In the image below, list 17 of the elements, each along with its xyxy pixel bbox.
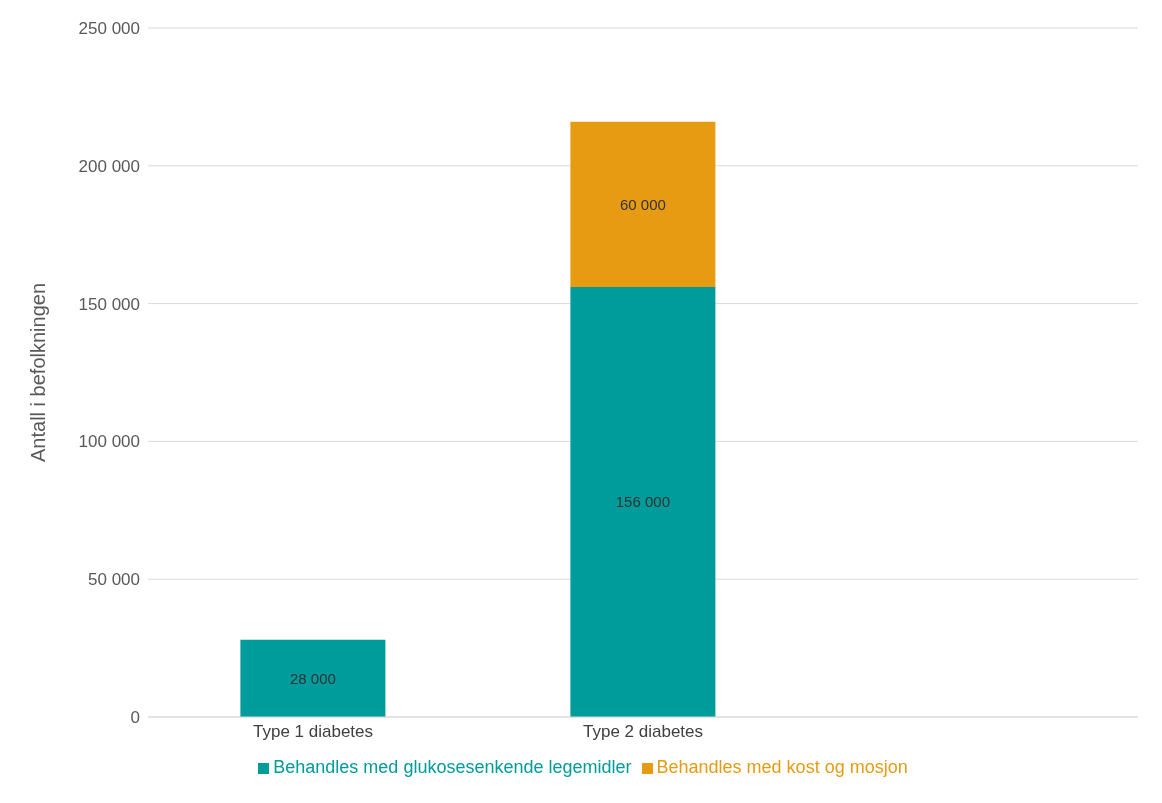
y-tick-label: 100 000: [78, 432, 140, 452]
data-label: 28 000: [289, 669, 336, 687]
data-label: 60 000: [619, 195, 666, 213]
y-tick-label: 200 000: [78, 156, 140, 176]
y-tick-label: 50 000: [88, 570, 140, 590]
x-tick-label: Type 2 diabetes: [582, 722, 704, 742]
bar: [240, 639, 386, 717]
x-tick-label: Type 1 diabetes: [252, 722, 374, 742]
y-tick-label: 0: [130, 708, 140, 728]
data-label: 156 000: [615, 493, 671, 511]
y-tick-label: 250 000: [78, 19, 140, 39]
y-tick-label: 150 000: [78, 294, 140, 314]
y-axis-title: Antall i befolkningen: [27, 282, 50, 463]
legend-label: Behandles med glukosesenkende legemidler: [273, 757, 632, 777]
legend-label: Behandles med kost og mosjon: [656, 757, 908, 777]
bar: [570, 121, 716, 288]
bar: [570, 287, 716, 717]
